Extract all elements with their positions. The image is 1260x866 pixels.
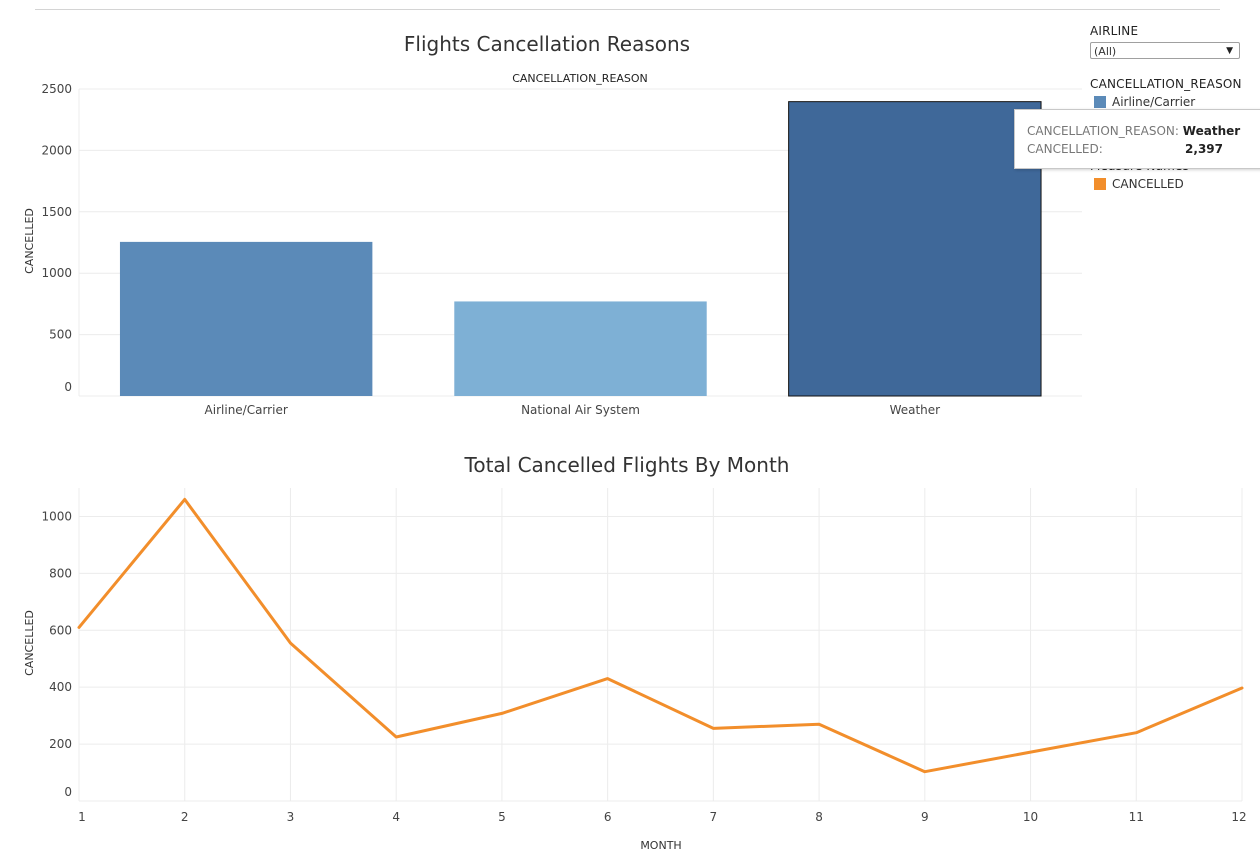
bar-y-tick-label: 1500	[41, 205, 72, 219]
line-y-tick-label: 400	[49, 680, 72, 694]
bar-weather	[788, 101, 1042, 397]
cancelled-series-line	[77, 497, 1244, 774]
line-x-tick-label: 4	[392, 810, 400, 824]
measure-legend-item[interactable]: CANCELLED	[1090, 177, 1260, 191]
line-chart-x-axis-label: MONTH	[640, 839, 681, 852]
airline-filter-title: AIRLINE	[1090, 24, 1139, 38]
tooltip-key-reason: CANCELLATION_REASON:	[1027, 124, 1179, 138]
line-chart-y-axis-label: CANCELLED	[23, 610, 36, 676]
line-x-tick-label: 10	[1023, 810, 1038, 824]
line-x-tick-label: 7	[710, 810, 718, 824]
bar-y-tick-label: 2000	[41, 143, 72, 157]
measure-color-swatch	[1094, 178, 1106, 190]
line-x-tick-label: 5	[498, 810, 506, 824]
bar-chart-y-axis-label: CANCELLED	[23, 208, 36, 274]
tooltip-value-cancelled: 2,397	[1185, 142, 1223, 156]
tooltip-value-reason: Weather	[1182, 124, 1241, 138]
bar-y-tick-label: 1000	[41, 266, 72, 280]
chevron-down-icon: ▼	[1226, 46, 1233, 56]
line-x-tick-label: 3	[287, 810, 295, 824]
bar-y-tick-label: 500	[49, 328, 72, 342]
bar-x-tick-label: Airline/Carrier	[205, 403, 288, 417]
measure-legend-label: CANCELLED	[1112, 177, 1184, 191]
line-x-tick-label: 8	[815, 810, 823, 824]
airline-filter-value: (All)	[1094, 45, 1117, 58]
line-x-tick-label: 2	[181, 810, 189, 824]
reason-legend-label: Airline/Carrier	[1112, 95, 1196, 109]
reason-color-swatch	[1094, 96, 1106, 108]
line-chart-title: Total Cancelled Flights By Month	[464, 453, 790, 477]
bar-x-tick-label: National Air System	[521, 403, 640, 417]
bar-tooltip: CANCELLATION_REASON: Weather CANCELLED: …	[1014, 109, 1260, 169]
bar-y-tick-label: 0	[64, 380, 72, 394]
line-y-tick-label: 1000	[41, 509, 72, 523]
line-x-tick-label: 12	[1231, 810, 1246, 824]
bar-y-tick-label: 2500	[41, 82, 72, 96]
line-x-tick-label: 9	[921, 810, 929, 824]
reason-legend-title: CANCELLATION_REASON	[1090, 77, 1242, 91]
line-x-tick-label: 1	[78, 810, 86, 824]
line-y-tick-label: 0	[64, 785, 72, 799]
tooltip-key-cancelled: CANCELLED:	[1027, 142, 1103, 156]
bar-chart-column-header: CANCELLATION_REASON	[512, 72, 648, 85]
top-divider	[35, 9, 1220, 10]
line-x-tick-label: 6	[604, 810, 612, 824]
cancellation-reasons-bar-chart: Flights Cancellation Reasons CANCELLATIO…	[23, 32, 1082, 417]
line-x-tick-label: 11	[1129, 810, 1144, 824]
line-y-tick-label: 200	[49, 737, 72, 751]
bar-x-tick-label: Weather	[890, 403, 941, 417]
line-y-tick-label: 800	[49, 566, 72, 580]
line-y-tick-label: 600	[49, 623, 72, 637]
reason-legend-item[interactable]: Airline/Carrier	[1090, 95, 1260, 109]
bar-chart-title: Flights Cancellation Reasons	[404, 32, 690, 56]
airline-filter-dropdown[interactable]: (All) ▼	[1090, 42, 1240, 59]
bar-airline-carrier	[119, 241, 373, 396]
bar-national-air-system	[454, 301, 707, 396]
